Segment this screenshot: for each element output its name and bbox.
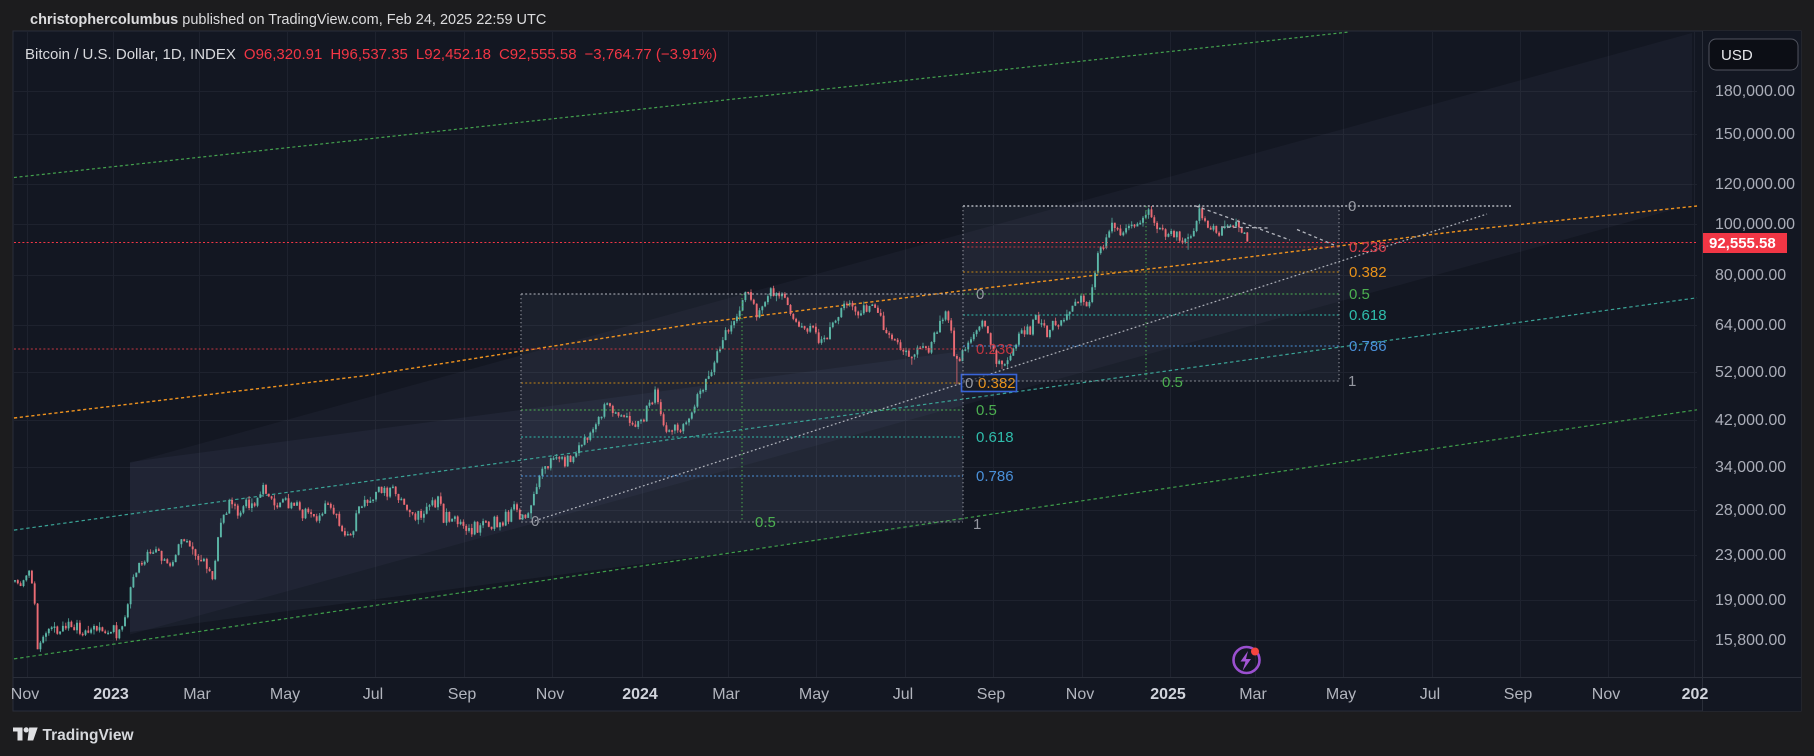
svg-text:15,800.00: 15,800.00 [1715, 632, 1786, 649]
svg-text:34,000.00: 34,000.00 [1715, 459, 1786, 476]
svg-text:Mar: Mar [1239, 686, 1267, 703]
svg-text:92,555.58: 92,555.58 [1709, 235, 1776, 252]
svg-text:100,000.00: 100,000.00 [1715, 216, 1795, 233]
svg-text:120,000.00: 120,000.00 [1715, 176, 1795, 193]
svg-text:Nov: Nov [536, 686, 564, 703]
svg-text:2024: 2024 [622, 686, 658, 703]
svg-text:2025: 2025 [1150, 686, 1186, 703]
svg-text:Bitcoin / U.S. Dollar, 1D, IND: Bitcoin / U.S. Dollar, 1D, INDEX O96,320.… [25, 46, 717, 63]
svg-text:May: May [799, 686, 829, 703]
svg-text:May: May [270, 686, 300, 703]
svg-text:Jul: Jul [363, 686, 383, 703]
svg-text:0.236: 0.236 [976, 341, 1014, 358]
svg-text:Nov: Nov [1592, 686, 1620, 703]
svg-text:80,000.00: 80,000.00 [1715, 267, 1786, 284]
svg-text:Mar: Mar [183, 686, 211, 703]
svg-text:0.382: 0.382 [1349, 264, 1387, 281]
svg-text:1: 1 [1348, 373, 1356, 390]
svg-text:0: 0 [965, 375, 973, 392]
svg-text:TradingView: TradingView [43, 727, 135, 744]
svg-text:202: 202 [1682, 686, 1709, 703]
svg-text:May: May [1326, 686, 1356, 703]
svg-text:0: 0 [1348, 198, 1356, 215]
svg-text:Sep: Sep [977, 686, 1006, 703]
svg-text:0.5: 0.5 [755, 514, 776, 531]
svg-text:2023: 2023 [93, 686, 129, 703]
svg-text:52,000.00: 52,000.00 [1715, 364, 1786, 381]
svg-text:0.382: 0.382 [978, 375, 1016, 392]
svg-text:42,000.00: 42,000.00 [1715, 412, 1786, 429]
svg-text:0.5: 0.5 [976, 402, 997, 419]
svg-text:Mar: Mar [712, 686, 740, 703]
svg-text:64,000.00: 64,000.00 [1715, 317, 1786, 334]
svg-text:0.618: 0.618 [976, 429, 1014, 446]
svg-text:19,000.00: 19,000.00 [1715, 592, 1786, 609]
svg-text:christophercolumbus published: christophercolumbus published on Trading… [30, 12, 546, 28]
svg-text:Jul: Jul [893, 686, 913, 703]
svg-text:180,000.00: 180,000.00 [1715, 83, 1795, 100]
svg-text:0.5: 0.5 [1162, 374, 1183, 391]
svg-text:USD: USD [1721, 47, 1753, 64]
svg-text:28,000.00: 28,000.00 [1715, 502, 1786, 519]
svg-text:0.5: 0.5 [1349, 286, 1370, 303]
svg-text:0.786: 0.786 [976, 468, 1014, 485]
svg-text:23,000.00: 23,000.00 [1715, 547, 1786, 564]
svg-text:0: 0 [531, 513, 539, 530]
svg-text:Sep: Sep [448, 686, 477, 703]
svg-text:0.618: 0.618 [1349, 307, 1387, 324]
svg-text:Nov: Nov [11, 686, 39, 703]
svg-text:0.786: 0.786 [1349, 338, 1387, 355]
svg-text:Nov: Nov [1066, 686, 1094, 703]
svg-text:150,000.00: 150,000.00 [1715, 126, 1795, 143]
svg-text:0.236: 0.236 [1349, 239, 1387, 256]
svg-text:Sep: Sep [1504, 686, 1533, 703]
svg-text:Jul: Jul [1420, 686, 1440, 703]
svg-text:1: 1 [973, 516, 981, 533]
